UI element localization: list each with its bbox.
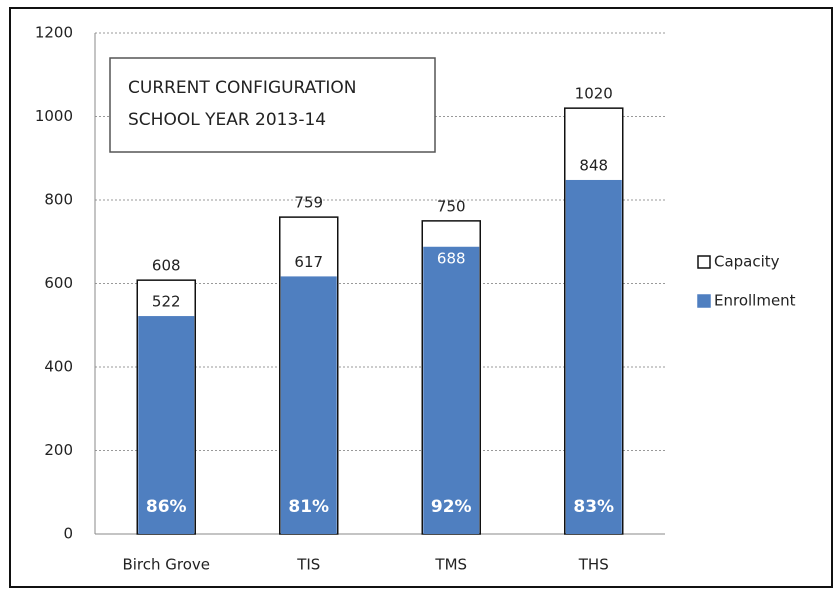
percent-label: 92% [431, 497, 472, 517]
enrollment-label: 688 [437, 249, 466, 267]
x-tick-label: Birch Grove [122, 556, 210, 574]
annotation-box: CURRENT CONFIGURATION SCHOOL YEAR 2013-1… [109, 57, 436, 153]
y-tick-label: 0 [63, 525, 73, 543]
annotation-line: CURRENT CONFIGURATION [128, 78, 357, 98]
capacity-label: 750 [437, 197, 466, 215]
capacity-label: 1020 [575, 85, 613, 103]
annotation-line: SCHOOL YEAR 2013-14 [128, 110, 326, 130]
percent-label: 86% [146, 497, 187, 517]
capacity-label: 608 [152, 257, 181, 275]
x-tick-label: TMS [434, 556, 467, 574]
enrollment-label: 522 [152, 293, 181, 311]
y-tick-label: 1000 [35, 107, 73, 125]
y-tick-label: 200 [44, 441, 73, 459]
y-tick-label: 400 [44, 358, 73, 376]
enrollment-label: 617 [294, 253, 323, 271]
x-tick-label: TIS [296, 556, 320, 574]
legend-swatch [697, 294, 711, 308]
x-tick-label: THS [578, 556, 609, 574]
percent-label: 81% [288, 497, 329, 517]
y-tick-label: 1200 [35, 24, 73, 42]
enrollment-bar [138, 316, 195, 534]
enrollment-bar [280, 276, 337, 534]
percent-label: 83% [573, 497, 614, 517]
capacity-label: 759 [294, 194, 323, 212]
y-tick-label: 600 [44, 274, 73, 292]
legend-label: Capacity [714, 253, 780, 271]
y-tick-label: 800 [44, 191, 73, 209]
annotation-frame [109, 57, 436, 153]
frame [9, 7, 833, 588]
enrollment-bar [565, 179, 622, 534]
enrollment-bar [423, 246, 480, 534]
enrollment-label: 848 [579, 156, 608, 174]
legend-label: Enrollment [714, 292, 796, 310]
legend-swatch [697, 255, 711, 269]
